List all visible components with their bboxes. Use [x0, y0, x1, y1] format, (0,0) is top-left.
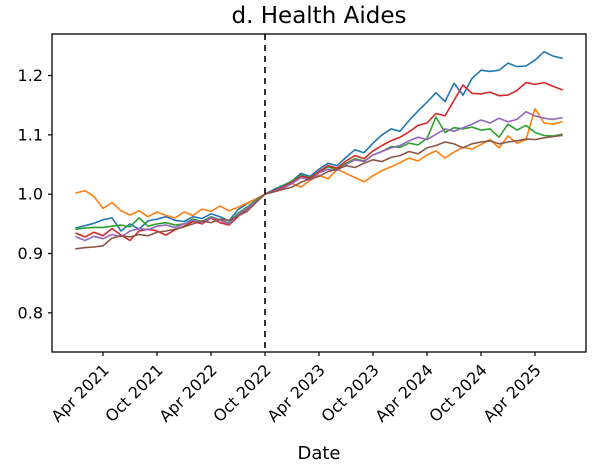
- x-tick-label: Oct 2023: [317, 360, 382, 425]
- x-tick-label: Oct 2024: [425, 360, 490, 425]
- x-tick-label: Apr 2022: [155, 360, 220, 425]
- x-tick-label: Oct 2022: [209, 360, 274, 425]
- y-tick-label: 0.9: [18, 244, 43, 263]
- y-tick-label: 1.0: [18, 185, 43, 204]
- line-series_purple: [75, 110, 563, 242]
- line-series_blue: [75, 50, 563, 232]
- x-tick-label: Apr 2025: [479, 360, 544, 425]
- y-tick-label: 1.1: [18, 125, 43, 144]
- line-series_red: [75, 81, 563, 242]
- x-axis-label: Date: [297, 443, 341, 464]
- x-tick-label: Apr 2021: [47, 360, 112, 425]
- x-tick-label: Apr 2023: [263, 360, 328, 425]
- x-tick-label: Apr 2024: [371, 360, 436, 425]
- plot-area: [51, 33, 587, 353]
- line-series_brown: [75, 134, 563, 250]
- y-tick-label: 1.2: [18, 66, 43, 85]
- y-tick-label: 0.8: [18, 303, 43, 322]
- line-series_orange: [75, 108, 563, 219]
- x-tick-label: Oct 2021: [101, 360, 166, 425]
- chart-title: d. Health Aides: [231, 3, 407, 29]
